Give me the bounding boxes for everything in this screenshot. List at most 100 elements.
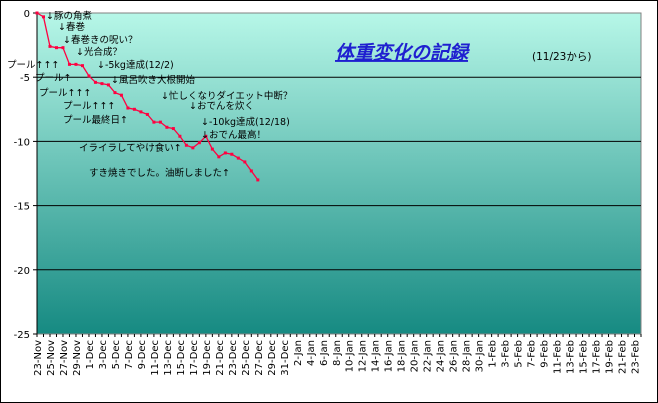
data-point: [184, 143, 188, 147]
x-tick-label: 9-Feb: [540, 340, 551, 368]
x-tick-label: 27-Dec: [254, 340, 265, 376]
data-point: [100, 82, 104, 86]
data-point: [145, 112, 149, 116]
data-point: [191, 146, 195, 150]
data-point: [197, 141, 201, 145]
data-point: [230, 152, 234, 156]
data-point: [139, 110, 143, 114]
x-tick-label: 17-Dec: [189, 340, 200, 376]
series-weight: [35, 11, 260, 182]
y-tick-label: -15: [14, 202, 30, 213]
data-point: [152, 120, 156, 124]
x-tick-label: 23-Nov: [33, 340, 44, 376]
annotation: プール↑: [35, 73, 71, 84]
y-tick-label: -10: [14, 137, 30, 148]
x-tick-label: 25-Dec: [241, 340, 252, 376]
data-point: [113, 91, 117, 95]
annotation: ↓春巻きの呪い？: [63, 34, 137, 46]
data-point: [236, 156, 240, 160]
x-tick-label: 24-Jan: [436, 340, 447, 372]
annotation: ↓おでん最高！: [201, 129, 266, 141]
x-tick-label: 28-Jan: [462, 340, 473, 372]
data-point: [256, 178, 260, 182]
data-point: [119, 93, 123, 97]
x-tick-label: 3-Dec: [98, 340, 109, 369]
data-point: [48, 44, 52, 48]
annotation: ↓風呂吹き大根開始: [111, 74, 195, 86]
annotation: ↓春巻: [58, 21, 85, 33]
annotation: プール↑↑↑: [39, 88, 91, 99]
x-tick-label: 23-Dec: [228, 340, 239, 376]
x-tick-label: 29-Dec: [267, 340, 278, 376]
data-point: [54, 46, 58, 50]
annotation: ↓光合成？: [76, 46, 122, 58]
data-point: [210, 147, 214, 151]
x-tick-label: 13-Dec: [163, 340, 174, 376]
x-tick-label: 11-Feb: [553, 340, 564, 374]
x-tick-label: 9-Dec: [137, 340, 148, 369]
plot-area: [36, 12, 642, 335]
annotation: ↓豚の角煮: [46, 10, 92, 22]
x-tick-label: 16-Jan: [384, 340, 395, 372]
chart-title: 体重変化の記録: [335, 42, 471, 64]
x-tick-label: 7-Dec: [124, 340, 135, 369]
data-point: [217, 155, 221, 159]
annotation: ↓-5kg達成(12/2): [97, 59, 174, 71]
x-tick-label: 31-Dec: [280, 340, 291, 376]
data-point: [249, 169, 253, 173]
data-point: [204, 134, 208, 138]
annotations: ↓豚の角煮↓春巻↓春巻きの呪い？↓光合成？ プール↑↑↑ ↓-5kg達成(12/2)…: [7, 10, 292, 179]
data-point: [61, 46, 65, 50]
x-tick-label: 25-Nov: [46, 340, 57, 376]
x-tick-label: 7-Feb: [527, 340, 538, 368]
annotation: プール↑↑↑: [7, 60, 59, 71]
x-tick-label: 5-Feb: [514, 340, 525, 368]
x-tick-label: 27-Nov: [59, 340, 70, 376]
annotation: イライラしてやけ食い↑: [79, 142, 182, 154]
annotation: ↓忙しくなりダイエット中断？: [161, 90, 292, 102]
x-tick-label: 21-Feb: [618, 340, 629, 374]
annotation: ↓-10kg達成(12/18): [201, 116, 290, 128]
x-tick-label: 22-Jan: [423, 340, 434, 372]
data-point: [41, 15, 45, 19]
x-tick-label: 19-Dec: [202, 340, 213, 376]
x-tick-label: 30-Jan: [475, 340, 486, 372]
x-tick-label: 23-Feb: [631, 340, 642, 374]
x-tick-label: 12-Jan: [358, 340, 369, 372]
data-point: [126, 106, 130, 110]
x-tick-label: 5-Dec: [111, 340, 122, 369]
x-tick-label: 15-Dec: [176, 340, 187, 376]
x-tick-label: 15-Feb: [579, 340, 590, 374]
x-tick-label: 8-Jan: [332, 340, 343, 366]
gridlines: [37, 76, 641, 271]
data-point: [106, 83, 110, 87]
data-point: [158, 120, 162, 124]
data-point: [80, 64, 84, 68]
x-tick-label: 17-Feb: [592, 340, 603, 374]
y-tick-label: -20: [14, 266, 30, 277]
x-tick-label: 26-Jan: [449, 340, 460, 372]
x-tick-label: 6-Jan: [319, 340, 330, 366]
x-tick-label: 29-Nov: [72, 340, 83, 376]
x-tick-label: 2-Jan: [293, 340, 304, 366]
x-tick-label: 1-Feb: [488, 340, 499, 368]
x-tick-label: 4-Jan: [306, 340, 317, 366]
data-point: [87, 74, 91, 78]
data-point: [243, 160, 247, 164]
x-axis: 23-Nov 25-Nov 27-Nov 29-Nov 1-Dec 3-Dec 5-Dec 7…: [33, 334, 642, 376]
x-tick-label: 3-Feb: [501, 340, 512, 368]
data-point: [132, 107, 136, 111]
y-tick-label: 0: [24, 9, 30, 20]
data-point: [35, 11, 39, 15]
annotation: ↓おでんを炊く: [189, 100, 254, 112]
data-point: [171, 127, 175, 131]
data-point: [67, 62, 71, 66]
chart-subtitle: (11/23から): [532, 51, 591, 63]
data-point: [165, 125, 169, 129]
x-tick-label: 20-Jan: [410, 340, 421, 372]
x-tick-label: 10-Jan: [345, 340, 356, 372]
x-tick-label: 11-Dec: [150, 340, 161, 376]
x-tick-label: 19-Feb: [605, 340, 616, 374]
